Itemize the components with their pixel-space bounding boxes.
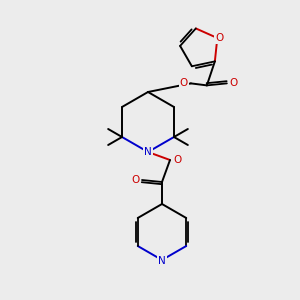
Text: N: N: [158, 256, 166, 266]
Text: N: N: [144, 147, 152, 157]
Text: O: O: [174, 155, 182, 165]
Text: O: O: [215, 33, 224, 43]
Text: O: O: [131, 175, 139, 185]
Text: O: O: [180, 78, 188, 88]
Text: O: O: [230, 78, 238, 88]
